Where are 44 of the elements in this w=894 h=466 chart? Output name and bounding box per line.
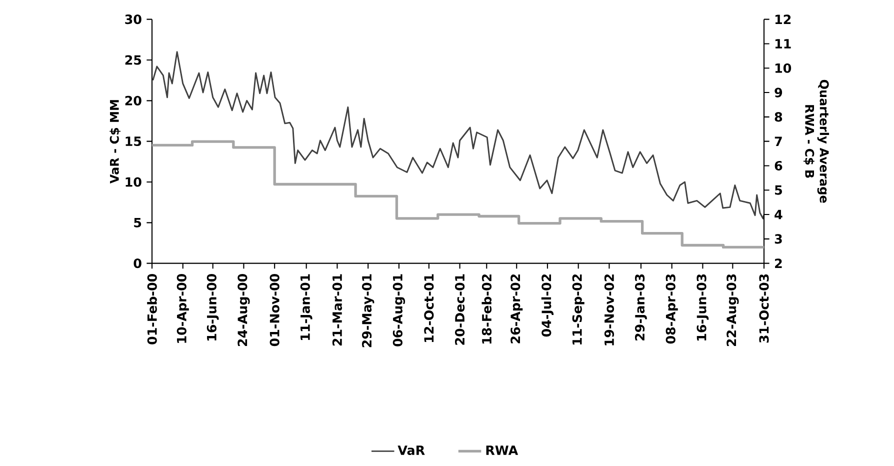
x-tick-label: 11-Jan-01 (300, 274, 312, 340)
legend-label: VaR (398, 446, 425, 456)
y2-tick-label: 3 (774, 234, 782, 244)
x-tick-label: 11-Sep-02 (572, 274, 584, 344)
x-tick-label: 06-Aug-01 (392, 274, 406, 346)
y-tick-label: 20 (125, 96, 142, 106)
x-tick-label: 21-Mar-01 (332, 274, 342, 346)
x-tick-label: 01-Feb-00 (147, 274, 157, 344)
y2-tick-label: 11 (775, 39, 791, 48)
y2-tick-label: 2 (775, 258, 782, 268)
x-tick-label: 29-Jan-03 (634, 274, 647, 340)
line-series (152, 51, 764, 220)
y-tick-label: 0 (134, 258, 142, 268)
x-tick-label: 04-Jul-02 (541, 274, 554, 337)
x-tick-label: 12-Oct-01 (424, 274, 434, 342)
y2-tick-label: 9 (774, 88, 782, 98)
y2-tick-label: 6 (774, 160, 782, 171)
x-tick-label: 24-Aug-00 (238, 274, 250, 346)
x-tick-label: 16-Jun-00 (206, 274, 219, 340)
y-tick-label: 25 (125, 55, 142, 65)
x-tick-label: 01-Nov-00 (270, 274, 280, 346)
y-axis-title: VaR - C$ MM (110, 100, 121, 184)
y2-tick-label: 5 (775, 185, 782, 195)
y-tick-label: 5 (134, 218, 142, 228)
y-tick-label: 15 (126, 136, 142, 146)
y2-tick-label: 7 (774, 136, 782, 146)
y2-axis-title: Quarterly Average RWA - C$ B (804, 80, 830, 203)
y2-tick-label: 4 (774, 210, 782, 220)
y2-tick-label: 12 (775, 14, 791, 24)
x-tick-label: 20-Dec-01 (454, 274, 465, 345)
x-tick-label: 08-Apr-03 (666, 274, 678, 344)
x-tick-label: 19-Nov-02 (604, 274, 614, 346)
x-tick-label: 22-Aug-03 (726, 274, 739, 346)
x-tick-label: 31-Oct-03 (759, 274, 769, 343)
x-tick-label: 29-May-01 (362, 274, 374, 348)
x-tick-label: 16-Jun-03 (696, 274, 709, 340)
legend-label: RWA (486, 446, 518, 455)
y-tick-label: 10 (126, 177, 142, 187)
x-tick-label: 26-Apr-02 (510, 274, 523, 344)
y-tick-label: 30 (125, 14, 142, 24)
y2-tick-label: 10 (775, 63, 792, 73)
x-tick-label: 18-Feb-02 (482, 274, 492, 344)
x-tick-label: 10-Apr-00 (176, 274, 189, 343)
y2-tick-label: 8 (774, 112, 782, 122)
